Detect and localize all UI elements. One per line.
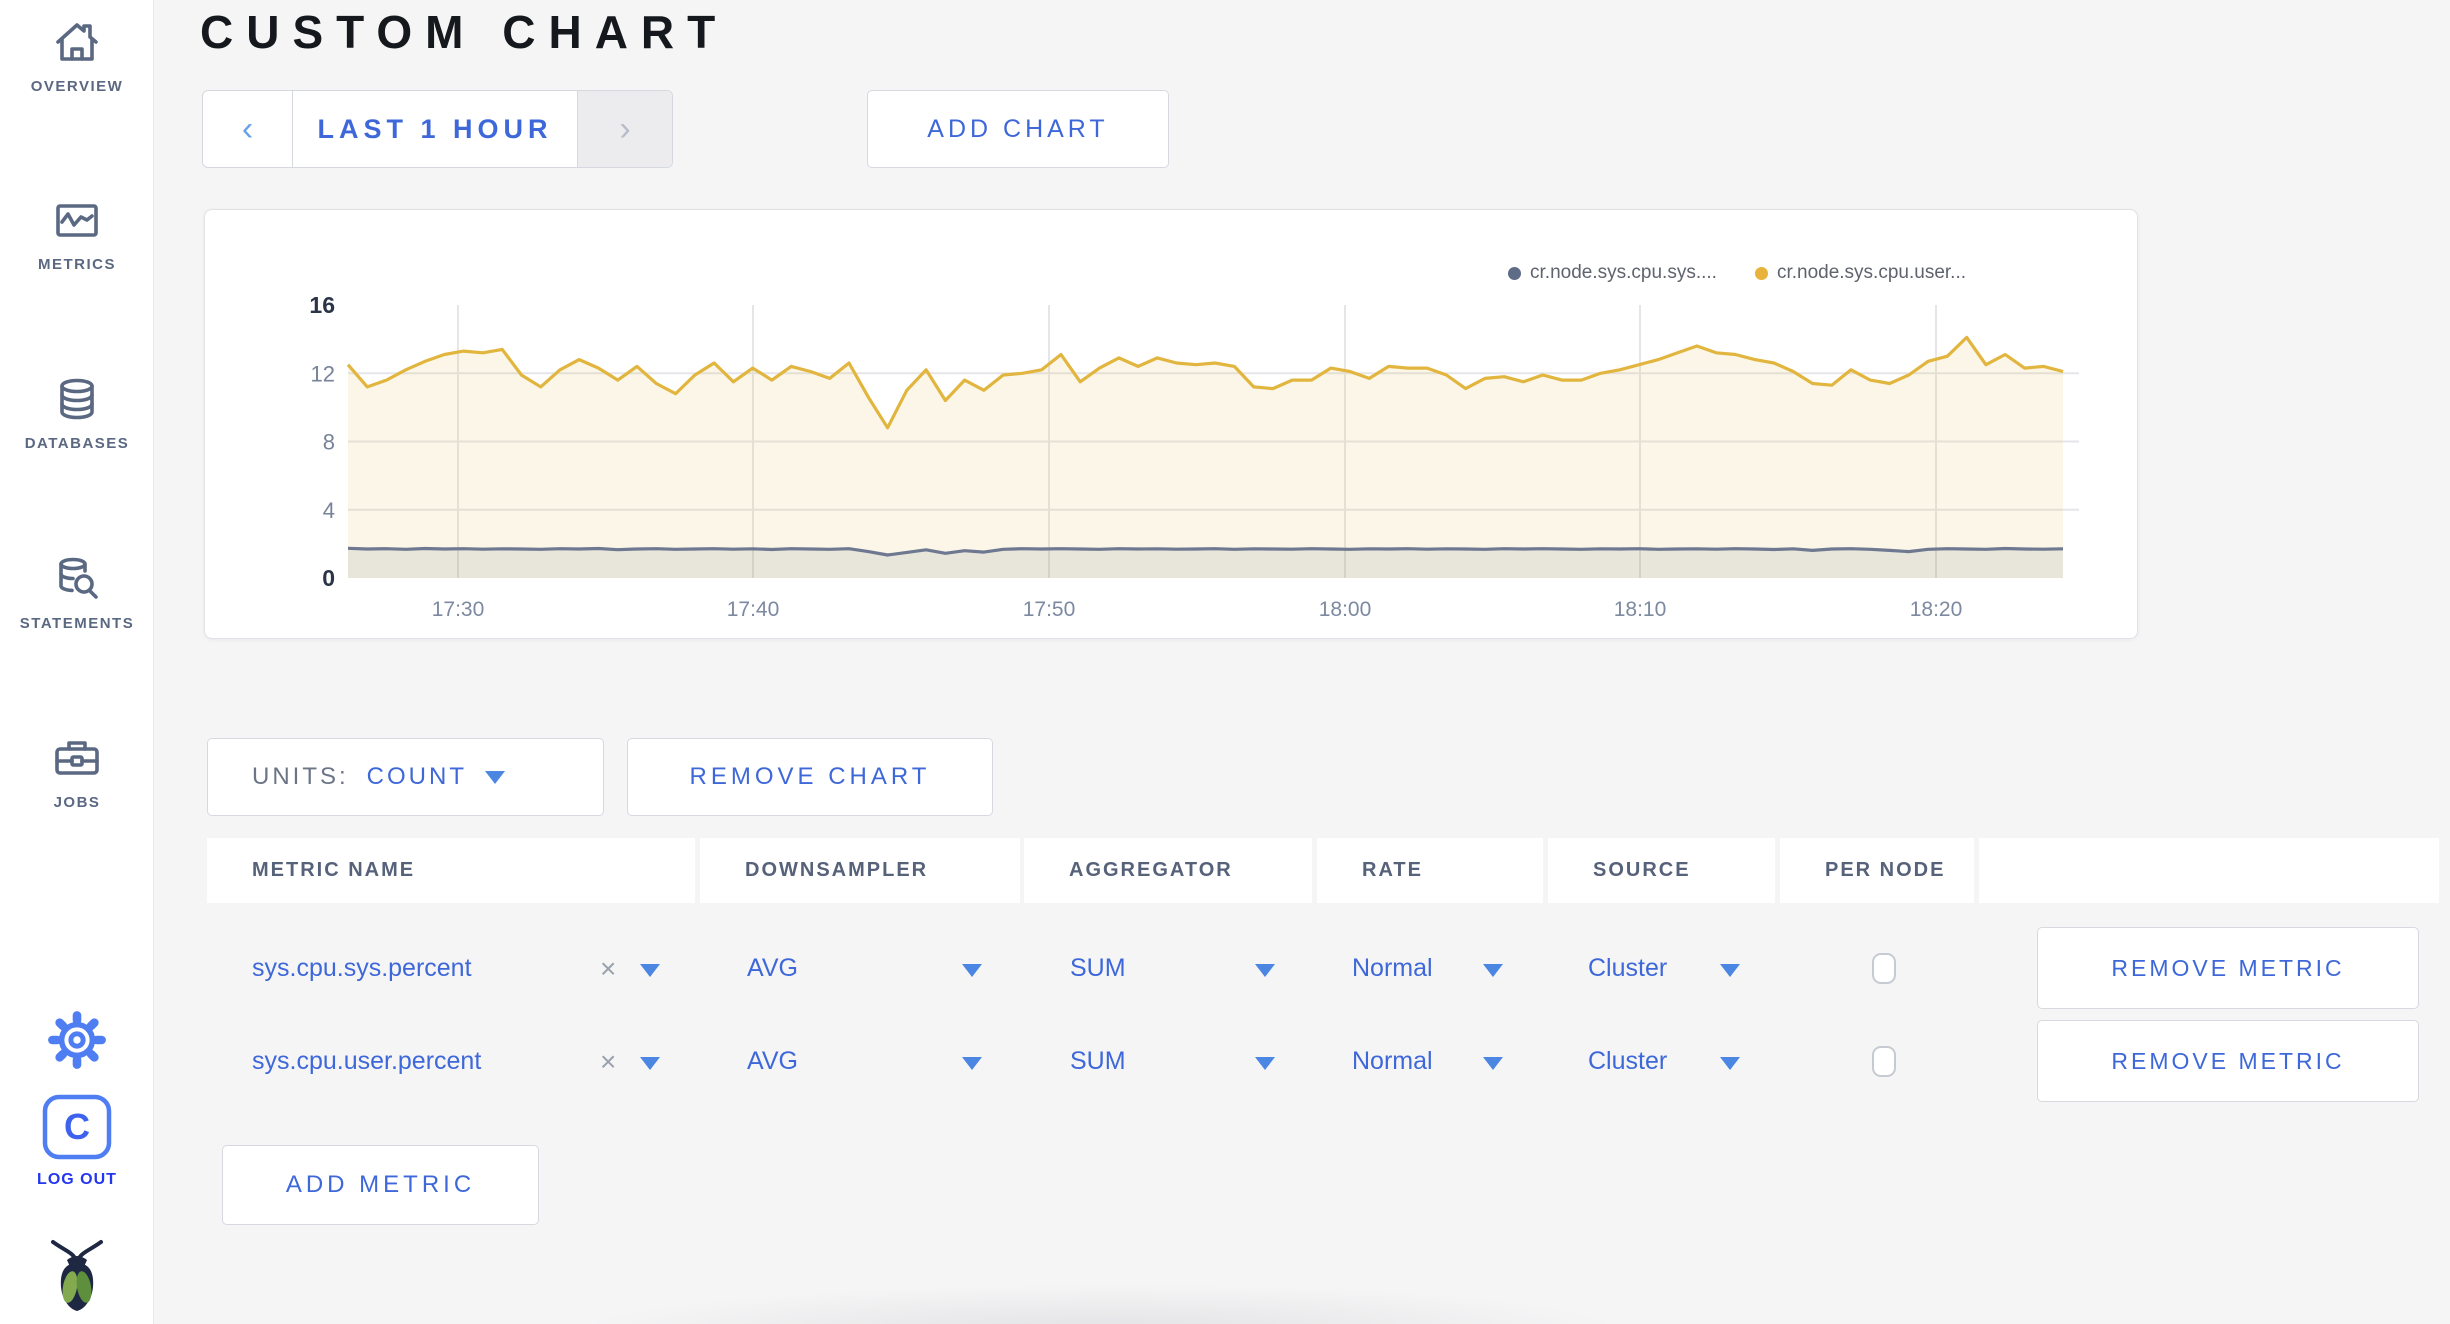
legend-label: cr.node.sys.cpu.user... [1776, 262, 1966, 283]
downsampler-select[interactable]: AVG [747, 1047, 798, 1075]
logout-label: LOG OUT [37, 1171, 117, 1188]
sidebar-item-databases[interactable]: DATABASES [0, 373, 154, 452]
y-axis-tick-label: 12 [311, 361, 335, 386]
units-dropdown[interactable]: UNITS: COUNT [207, 738, 604, 816]
sidebar-item-label: OVERVIEW [30, 78, 124, 95]
chevron-down-icon[interactable] [640, 964, 660, 977]
y-axis-tick-label: 16 [309, 292, 335, 318]
chevron-down-icon[interactable] [1255, 1057, 1275, 1070]
per-node-checkbox[interactable] [1872, 953, 1896, 984]
column-header-per-node: PER NODE [1780, 838, 1974, 903]
legend-dot-icon [1508, 266, 1522, 280]
x-axis-tick-label: 17:30 [432, 598, 485, 621]
x-axis-tick-label: 18:20 [1910, 598, 1963, 621]
sidebar-item-label: METRICS [38, 256, 116, 273]
metric-name-dropdown[interactable]: sys.cpu.sys.percent [252, 954, 472, 982]
clear-metric-icon[interactable]: × [600, 953, 617, 984]
chevron-down-icon[interactable] [1483, 964, 1503, 977]
chart-legend: cr.node.sys.cpu.sys.... cr.node.sys.cpu.… [1508, 262, 1966, 284]
svg-text:C: C [64, 1106, 90, 1147]
source-select[interactable]: Cluster [1588, 1047, 1668, 1075]
downsampler-select[interactable]: AVG [747, 954, 798, 982]
page-title: CUSTOM CHART [200, 6, 729, 58]
cockroach-bug-icon [51, 1240, 103, 1311]
remove-chart-button[interactable]: REMOVE CHART [627, 738, 993, 816]
chevron-down-icon[interactable] [640, 1057, 660, 1070]
add-chart-button[interactable]: ADD CHART [867, 90, 1169, 168]
chevron-right-icon: › [619, 109, 631, 148]
cockroach-c-logo-icon: C [42, 1094, 112, 1160]
add-metric-button[interactable]: ADD METRIC [222, 1145, 539, 1225]
statements-icon [59, 557, 98, 599]
legend-entry-sys[interactable]: cr.node.sys.cpu.sys.... [1508, 262, 1717, 284]
remove-metric-button[interactable]: REMOVE METRIC [2037, 1020, 2419, 1102]
database-icon [60, 378, 94, 420]
column-header-downsampler: DOWNSAMPLER [700, 838, 1020, 903]
remove-metric-button[interactable]: REMOVE METRIC [2037, 927, 2419, 1009]
x-axis-tick-label: 17:50 [1023, 598, 1076, 621]
chevron-down-icon[interactable] [1720, 964, 1740, 977]
chart-card: cr.node.sys.cpu.sys.... cr.node.sys.cpu.… [204, 209, 2138, 639]
aggregator-select[interactable]: SUM [1070, 1047, 1126, 1075]
chevron-down-icon[interactable] [962, 964, 982, 977]
sidebar-item-label: STATEMENTS [19, 615, 135, 632]
column-header-aggregator: AGGREGATOR [1024, 838, 1312, 903]
legend-dot-icon [1754, 266, 1768, 280]
column-header-actions [1979, 838, 2439, 903]
x-axis-tick-label: 18:00 [1319, 598, 1372, 621]
rate-select[interactable]: Normal [1352, 1047, 1433, 1075]
metric-table-header: METRIC NAME DOWNSAMPLER AGGREGATOR RATE … [207, 838, 2439, 903]
time-range-selector: ‹ LAST 1 HOUR › [202, 90, 673, 168]
x-axis-tick-label: 18:10 [1614, 598, 1667, 621]
home-icon [56, 23, 98, 61]
chevron-down-icon[interactable] [1720, 1057, 1740, 1070]
metric-name-dropdown[interactable]: sys.cpu.user.percent [252, 1047, 482, 1075]
column-header-metric-name: METRIC NAME [207, 838, 695, 903]
time-range-label: LAST 1 HOUR [317, 113, 553, 144]
y-axis-tick-label: 8 [323, 430, 335, 455]
column-header-rate: RATE [1317, 838, 1543, 903]
time-range-next-button[interactable]: › [577, 91, 672, 167]
source-select[interactable]: Cluster [1588, 954, 1668, 982]
chevron-down-icon [485, 770, 505, 784]
chevron-down-icon[interactable] [962, 1057, 982, 1070]
sidebar-item-jobs[interactable]: JOBS [0, 732, 154, 811]
y-axis-tick-label: 4 [323, 498, 335, 523]
sidebar-item-overview[interactable]: OVERVIEW [0, 16, 154, 95]
metric-row: sys.cpu.sys.percent × AVG SUM Normal Cluster R… [207, 922, 2439, 1015]
per-node-checkbox[interactable] [1872, 1046, 1896, 1077]
sidebar-item-statements[interactable]: STATEMENTS [0, 553, 154, 632]
chevron-down-icon[interactable] [1255, 964, 1275, 977]
chevron-left-icon: ‹ [241, 109, 254, 148]
legend-entry-user[interactable]: cr.node.sys.cpu.user... [1754, 262, 1966, 284]
sidebar-item-label: JOBS [53, 794, 101, 811]
sidebar-item-metrics[interactable]: METRICS [0, 194, 154, 273]
sidebar-item-label: DATABASES [24, 435, 130, 452]
rate-select[interactable]: Normal [1352, 954, 1433, 982]
time-range-dropdown[interactable]: LAST 1 HOUR [293, 91, 577, 167]
units-label: UNITS: [252, 763, 349, 790]
chevron-down-icon[interactable] [1483, 1057, 1503, 1070]
clear-metric-icon[interactable]: × [600, 1046, 617, 1077]
sidebar: OVERVIEW METRICS DATABASES [0, 0, 154, 1324]
aggregator-select[interactable]: SUM [1070, 954, 1126, 982]
timeseries-chart: 0 4 8 12 16 17:30 17:40 17:50 18:00 18:10 18:20 [309, 292, 2079, 621]
brand-logo [0, 1236, 154, 1319]
legend-label: cr.node.sys.cpu.sys.... [1530, 262, 1717, 283]
x-axis-tick-label: 17:40 [727, 598, 780, 621]
time-range-prev-button[interactable]: ‹ [203, 91, 293, 167]
column-header-source: SOURCE [1548, 838, 1775, 903]
scroll-shadow [569, 1284, 1651, 1324]
logout-button[interactable]: C LOG OUT [0, 1094, 154, 1189]
settings-button[interactable] [0, 1008, 154, 1077]
units-value: COUNT [366, 763, 467, 790]
metrics-icon [56, 204, 98, 237]
gear-icon [48, 1011, 106, 1069]
jobs-icon [55, 741, 99, 775]
metric-row: sys.cpu.user.percent × AVG SUM Normal Cluster… [207, 1015, 2439, 1108]
y-axis-tick-label: 0 [322, 565, 335, 591]
